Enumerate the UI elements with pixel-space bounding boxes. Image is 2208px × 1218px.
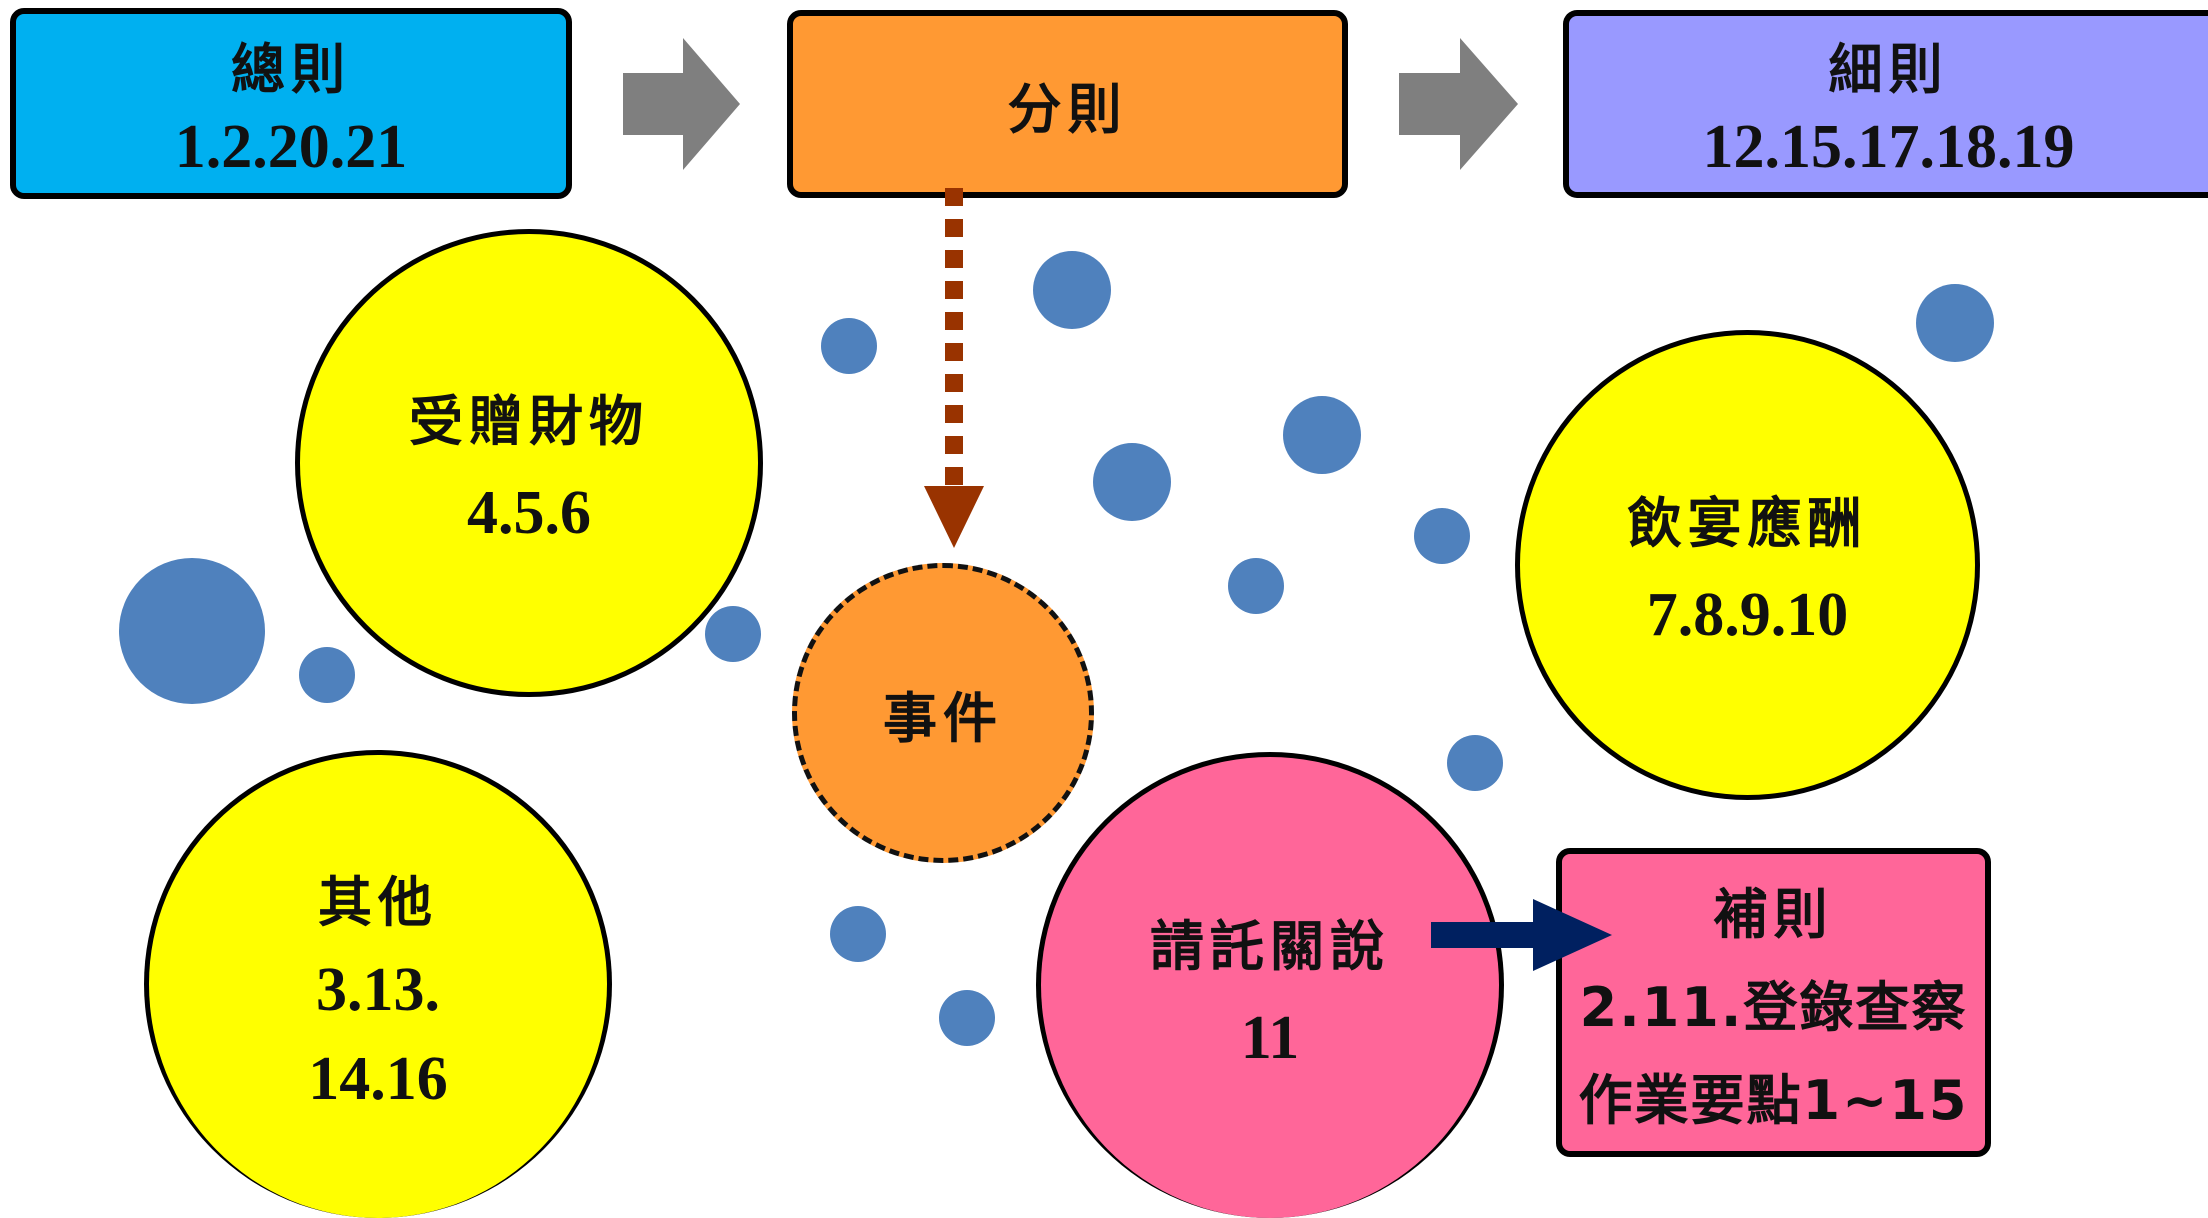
bubble xyxy=(1033,251,1111,329)
gifts-circle: 受贈財物 4.5.6 xyxy=(295,229,763,697)
lobbying-title: 請託關說 xyxy=(1150,914,1390,978)
bubble xyxy=(299,647,355,703)
lobbying-articles: 11 xyxy=(1240,1003,1300,1072)
gifts-articles: 4.5.6 xyxy=(467,479,591,547)
bubble xyxy=(1447,735,1503,791)
gifts-title: 受贈財物 xyxy=(409,390,649,453)
supplementary-box: 補則 2.11.登錄查察 作業要點1~15 xyxy=(1556,848,1991,1157)
bubble xyxy=(939,990,995,1046)
banquets-articles: 7.8.9.10 xyxy=(1646,581,1849,649)
bubble xyxy=(821,318,877,374)
others-title: 其他 xyxy=(318,871,438,934)
bubble xyxy=(1916,284,1994,362)
bubble xyxy=(1414,508,1470,564)
events-circle: 事件 xyxy=(792,563,1094,863)
bubble xyxy=(1283,396,1361,474)
bubble xyxy=(830,906,886,962)
bubble xyxy=(119,558,265,704)
bubble xyxy=(1228,558,1284,614)
others-line1: 3.13. xyxy=(316,956,440,1024)
general-provisions-title: 總則 xyxy=(231,37,351,101)
bubble xyxy=(705,606,761,662)
supplementary-line2: 作業要點1~15 xyxy=(1578,1069,1969,1132)
events-title: 事件 xyxy=(883,686,1003,750)
general-provisions-articles: 1.2.20.21 xyxy=(174,112,408,181)
detailed-rules-title: 細則 xyxy=(1828,38,1949,101)
flow-arrow-specific-to-detailed xyxy=(1399,38,1518,170)
bubble xyxy=(1093,443,1171,521)
general-provisions-box: 總則 1.2.20.21 xyxy=(10,8,572,199)
specific-provisions-box: 分則 xyxy=(787,10,1348,198)
detailed-rules-articles: 12.15.17.18.19 xyxy=(1702,113,2075,181)
banquets-title: 飲宴應酬 xyxy=(1627,492,1868,555)
flow-arrow-general-to-specific xyxy=(623,38,740,170)
dashed-arrow-head xyxy=(924,486,984,548)
specific-provisions-title: 分則 xyxy=(1007,77,1128,141)
supplementary-title: 補則 xyxy=(1713,883,1834,946)
detailed-rules-box: 細則 12.15.17.18.19 xyxy=(1563,10,2208,198)
supplementary-line1: 2.11.登錄查察 xyxy=(1579,976,1968,1039)
link-arrow-head xyxy=(1533,899,1612,971)
others-line2: 14.16 xyxy=(308,1045,448,1113)
others-circle: 其他 3.13. 14.16 xyxy=(144,750,612,1218)
banquets-circle: 飲宴應酬 7.8.9.10 xyxy=(1515,330,1980,800)
lobbying-circle: 請託關說 11 xyxy=(1036,752,1504,1218)
